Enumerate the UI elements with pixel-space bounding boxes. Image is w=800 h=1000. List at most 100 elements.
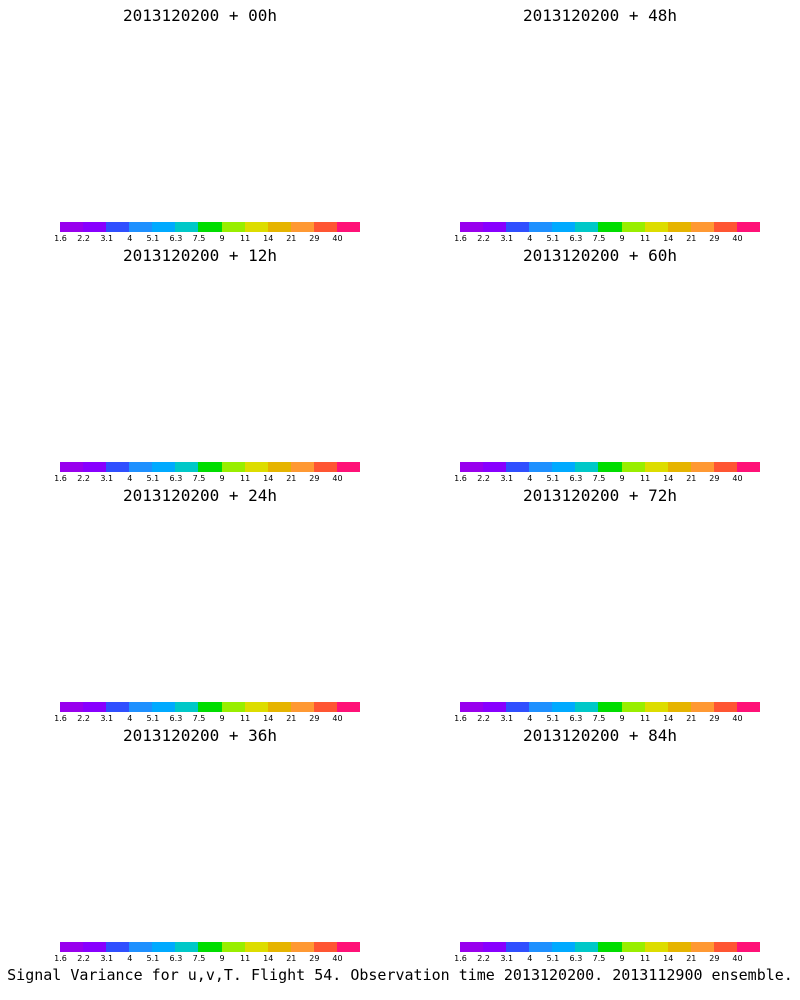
colorbar-segment [290, 462, 314, 472]
panel-title: 2013120200 + 36h [122, 726, 278, 745]
colorbar-segment [690, 942, 714, 952]
colorbar-label: 5.1 [146, 954, 160, 963]
colorbar-segment [83, 462, 107, 472]
colorbar-labels: 1.6 2.2 3.1 4 5.1 6.3 7.5 9 11 14 21 29 40 [54, 954, 360, 964]
colorbar-label: 40 [332, 474, 343, 483]
colorbar-label: 11 [640, 234, 651, 243]
colorbar-segment [267, 462, 291, 472]
colorbar-label: 1.6 [454, 714, 467, 723]
colorbar-label: 5.1 [146, 714, 160, 723]
colorbar-label: 1.6 [54, 954, 67, 963]
colorbar-segment [290, 702, 314, 712]
colorbar-segment [336, 942, 361, 952]
colorbar-label: 9 [619, 234, 625, 243]
colorbar-label: 40 [732, 234, 743, 243]
colorbar-segment [483, 942, 507, 952]
map-panel: 2013120200 + 24h 1.6 2.2 3.1 4 5.1 6.3 7.5 9 11 14… [0, 480, 400, 723]
colorbar-segment [221, 702, 245, 712]
colorbar-segment [129, 702, 153, 712]
colorbar-label: 3.1 [500, 714, 514, 723]
colorbar-label: 5.1 [546, 954, 560, 963]
colorbar-segment [529, 942, 553, 952]
colorbar-label: 21 [686, 234, 697, 243]
colorbar [460, 942, 761, 952]
colorbar-label: 3.1 [100, 474, 114, 483]
colorbar-segment [575, 222, 599, 232]
colorbar-segment [106, 462, 130, 472]
colorbar-label: 11 [240, 474, 251, 483]
colorbar-segment [198, 222, 222, 232]
colorbar-label: 40 [332, 714, 343, 723]
colorbar-segment [152, 702, 176, 712]
map-panel: 2013120200 + 48h 1.6 2.2 3.1 4 5.1 6.3 7.5 9 11 14… [400, 0, 800, 243]
colorbar-label: 4 [527, 954, 533, 963]
colorbar-segment [667, 222, 691, 232]
colorbar-label: 1.6 [54, 714, 67, 723]
colorbar-label: 5.1 [546, 714, 560, 723]
colorbar-label: 6.3 [169, 954, 183, 963]
colorbar-label: 5.1 [146, 474, 160, 483]
colorbar-label: 11 [640, 954, 651, 963]
panel-title: 2013120200 + 12h [122, 246, 278, 265]
colorbar-label: 3.1 [100, 234, 114, 243]
colorbar-label: 21 [286, 474, 297, 483]
colorbar-segment [483, 702, 507, 712]
colorbar-label: 40 [732, 474, 743, 483]
colorbar-label: 11 [240, 234, 251, 243]
colorbar-label: 14 [663, 954, 674, 963]
colorbar-label: 11 [240, 954, 251, 963]
panel-title: 2013120200 + 84h [522, 726, 678, 745]
colorbar-segment [129, 462, 153, 472]
colorbar-segment [129, 222, 153, 232]
colorbar-label: 4 [527, 234, 533, 243]
colorbar-segment [267, 942, 291, 952]
colorbar-label: 11 [640, 714, 651, 723]
colorbar-segment [175, 222, 199, 232]
colorbar-label: 5.1 [546, 234, 560, 243]
colorbar-segment [529, 702, 553, 712]
colorbar-segment [713, 942, 737, 952]
colorbar-label: 21 [286, 954, 297, 963]
colorbar-segment [221, 462, 245, 472]
colorbar-segment [736, 702, 761, 712]
colorbar-label: 4 [527, 714, 533, 723]
colorbar-labels: 1.6 2.2 3.1 4 5.1 6.3 7.5 9 11 14 21 29 40 [454, 714, 760, 724]
colorbar-segment [244, 462, 268, 472]
colorbar-segment [736, 942, 761, 952]
map-panel: 2013120200 + 60h 1.6 2.2 3.1 4 5.1 6.3 7.5 9 11 14… [400, 240, 800, 483]
colorbar-segment [60, 462, 84, 472]
colorbar [60, 942, 361, 952]
colorbar-segment [244, 702, 268, 712]
panel-title: 2013120200 + 48h [522, 6, 678, 25]
colorbar-label: 29 [709, 954, 720, 963]
colorbar-segment [667, 462, 691, 472]
colorbar-label: 29 [309, 474, 320, 483]
colorbar-label: 6.3 [569, 474, 583, 483]
colorbar [460, 702, 761, 712]
colorbar-segment [644, 222, 668, 232]
colorbar-segment [598, 942, 622, 952]
colorbar-label: 14 [263, 714, 274, 723]
colorbar-segment [152, 222, 176, 232]
colorbar-label: 1.6 [454, 474, 467, 483]
colorbar-segment [506, 462, 530, 472]
panel-title: 2013120200 + 60h [522, 246, 678, 265]
colorbar-label: 21 [686, 714, 697, 723]
colorbar-segment [552, 702, 576, 712]
colorbar-label: 29 [309, 954, 320, 963]
colorbar-label: 1.6 [54, 474, 67, 483]
colorbar-label: 9 [219, 234, 225, 243]
colorbar-segment [621, 942, 645, 952]
colorbar-label: 40 [732, 714, 743, 723]
colorbar-label: 14 [263, 474, 274, 483]
colorbar-segment [690, 462, 714, 472]
map-panel: 2013120200 + 84h 1.6 2.2 3.1 4 5.1 6.3 7.5 9 11 14… [400, 720, 800, 963]
colorbar-label: 4 [127, 474, 133, 483]
colorbar-label: 40 [332, 234, 343, 243]
colorbar-label: 14 [663, 714, 674, 723]
colorbar-segment [529, 222, 553, 232]
variance-map [415, 748, 785, 933]
variance-map [415, 28, 785, 213]
colorbar-segment [460, 942, 484, 952]
colorbar-segment [552, 462, 576, 472]
